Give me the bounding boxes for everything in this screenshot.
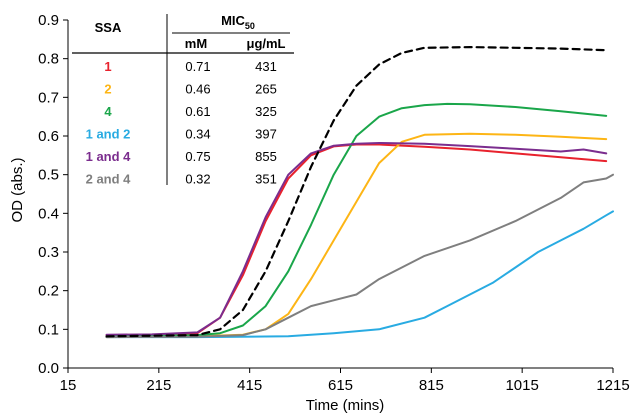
table-cell-ugml: 431 [255,59,277,74]
series-line-1-and-2 [105,210,614,339]
table-row-label: 1 [104,59,111,74]
x-tick-label: 15 [60,377,77,394]
table-row-label: 1 and 2 [86,127,131,142]
table-row-label: 2 and 4 [86,172,132,187]
y-axis-label: OD (abs.) [9,157,26,222]
series-line-2 [105,132,608,339]
table-cell-ugml: 265 [255,82,277,97]
table-cell-ugml: 351 [255,172,277,187]
series-lines [105,46,614,339]
y-tick-label: 0.6 [38,128,59,145]
table-row-label-part: and [93,172,123,187]
y-tick-label: 0.8 [38,51,59,68]
table-header-mic-main: MIC [221,13,245,28]
table-row-label-part: 4 [104,104,112,119]
table-cell-ugml: 325 [255,104,277,119]
table-row-label: 4 [104,104,112,119]
y-tick-label: 0.7 [38,89,59,106]
table-cell-ugml: 397 [255,127,277,142]
x-tick-label: 1015 [505,377,538,394]
table-cell-mm: 0.75 [185,149,210,164]
x-tick-label: 815 [419,377,444,394]
x-tick-label: 615 [328,377,353,394]
table-unit-header: μg/mL [246,36,285,51]
mic-inset-table: SSA MIC50 mM μg/mL 1 0.71 431 2 0.46 265 4 0.61 325 1… [72,13,294,187]
table-cell-mm: 0.71 [185,59,210,74]
table-row-label-part: 1 [86,127,93,142]
y-tick-label: 0.9 [38,12,59,29]
table-row-label-part: and [93,149,123,164]
table-cell-mm: 0.61 [185,104,210,119]
table-row-label-part: 1 [104,59,111,74]
table-unit-header: mM [185,36,207,51]
table-row-label-part: 4 [123,149,131,164]
y-tick-label: 0.2 [38,283,59,300]
x-tick-label: 1215 [596,377,629,394]
series-line-1-and-4 [105,142,608,336]
table-cell-ugml: 855 [255,149,277,164]
x-tick-label: 215 [146,377,171,394]
table-header-mic-sub: 50 [245,21,255,31]
table-row-label-part: 1 [86,149,93,164]
table-row-label-part: 4 [123,172,131,187]
series-line-control [105,46,608,338]
axes: 0.0 0.1 0.2 0.3 0.4 0.5 0.6 0.7 0.8 0.9 15 215 415 61… [38,12,630,394]
table-cell-mm: 0.32 [185,172,210,187]
table-header-mic: MIC50 [221,13,255,31]
series-line-4 [105,102,608,338]
table-row-label: 1 and 4 [86,149,132,164]
y-tick-label: 0.0 [38,360,59,377]
table-row-label: 2 [104,82,111,97]
table-row-label-part: 2 [123,127,130,142]
table-cell-mm: 0.34 [185,127,210,142]
y-tick-label: 0.3 [38,244,59,261]
table-cell-mm: 0.46 [185,82,210,97]
table-row-label-part: 2 [104,82,111,97]
series-line-1 [105,143,608,337]
table-header-ssa: SSA [95,20,122,35]
table-row-label-part: 2 [86,172,93,187]
y-tick-label: 0.4 [38,205,59,222]
y-tick-label: 0.1 [38,321,59,338]
table-row-label-part: and [93,127,123,142]
x-axis-label: Time (mins) [306,397,385,414]
x-tick-label: 415 [237,377,262,394]
y-tick-label: 0.5 [38,167,59,184]
series-line-2-and-4 [105,173,614,339]
